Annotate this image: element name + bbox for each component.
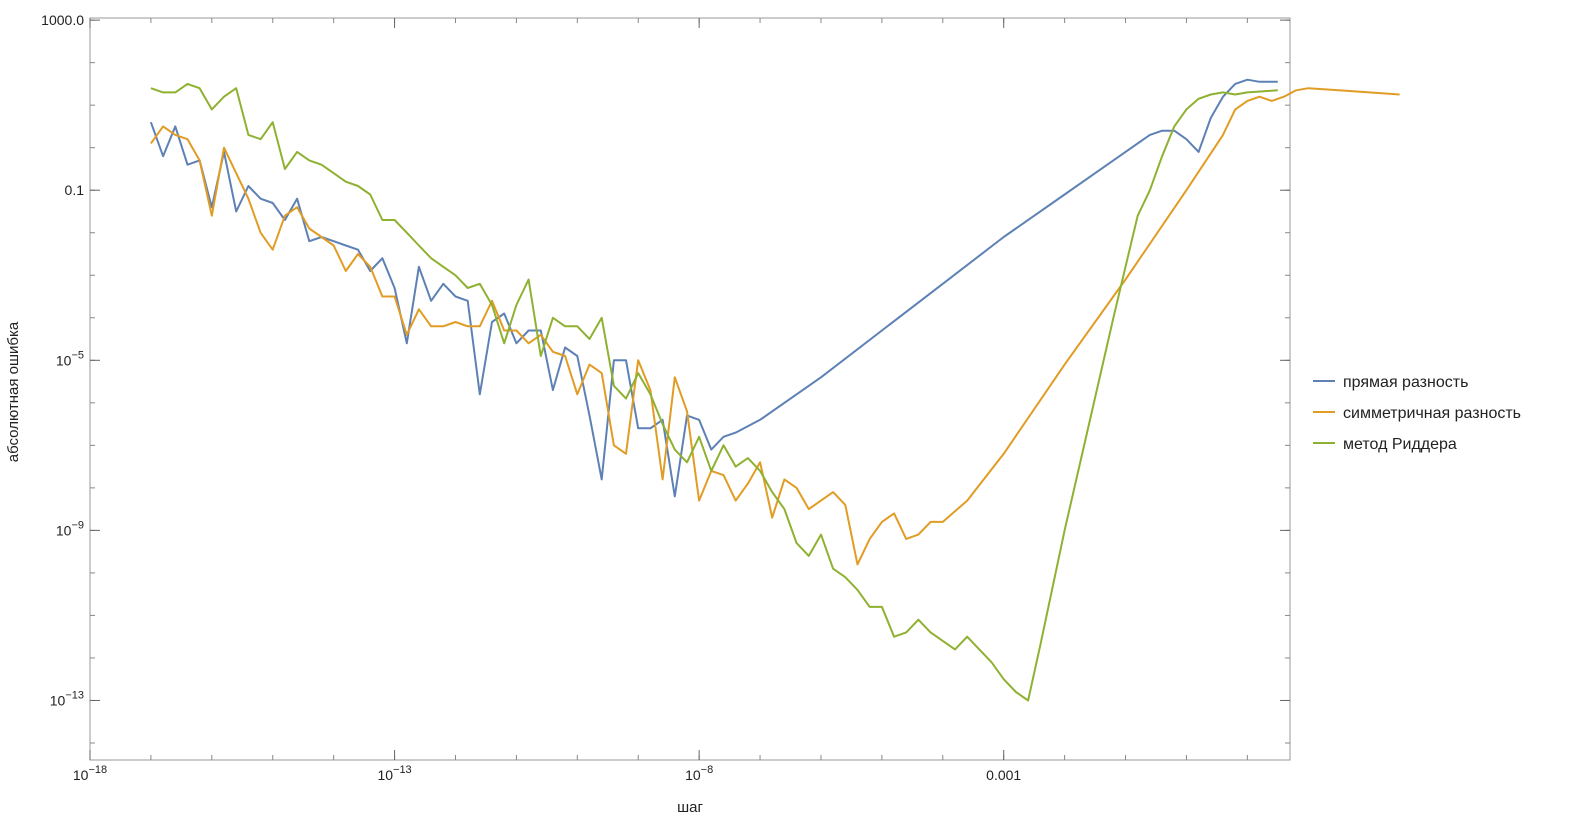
legend-label: прямая разность [1343,374,1468,391]
x-tick-label: 10−8 [685,764,713,783]
x-axis-title: шаг [677,799,703,816]
x-axis: 10−18 10−13 10−8 0.001 [73,18,1248,783]
y-tick-label: 1000.0 [41,12,84,28]
y-tick-label: 10−13 [50,689,84,708]
y-axis: 1000.0 0.1 10−5 10−9 10−13 [41,12,1290,744]
legend-label: метод Риддера [1343,436,1457,453]
x-tick-label: 10−18 [73,764,107,783]
series-line-3 [150,82,1278,702]
series-lines [149,78,1400,702]
y-axis-title: абсолютная ошибка [5,321,22,462]
series-line-1 [149,78,1278,498]
y-tick-label: 10−9 [56,519,84,538]
x-tick-label: 10−13 [377,764,411,783]
x-tick-label: 0.001 [986,767,1021,783]
series-line-2 [150,87,1400,566]
legend: прямая разность симметричная разность мето… [1313,374,1521,453]
legend-label: симметричная разность [1343,405,1521,422]
plot-border [89,17,1291,761]
y-tick-label: 0.1 [65,182,85,198]
y-tick-label: 10−5 [56,349,84,368]
plot-frame [89,17,1291,761]
